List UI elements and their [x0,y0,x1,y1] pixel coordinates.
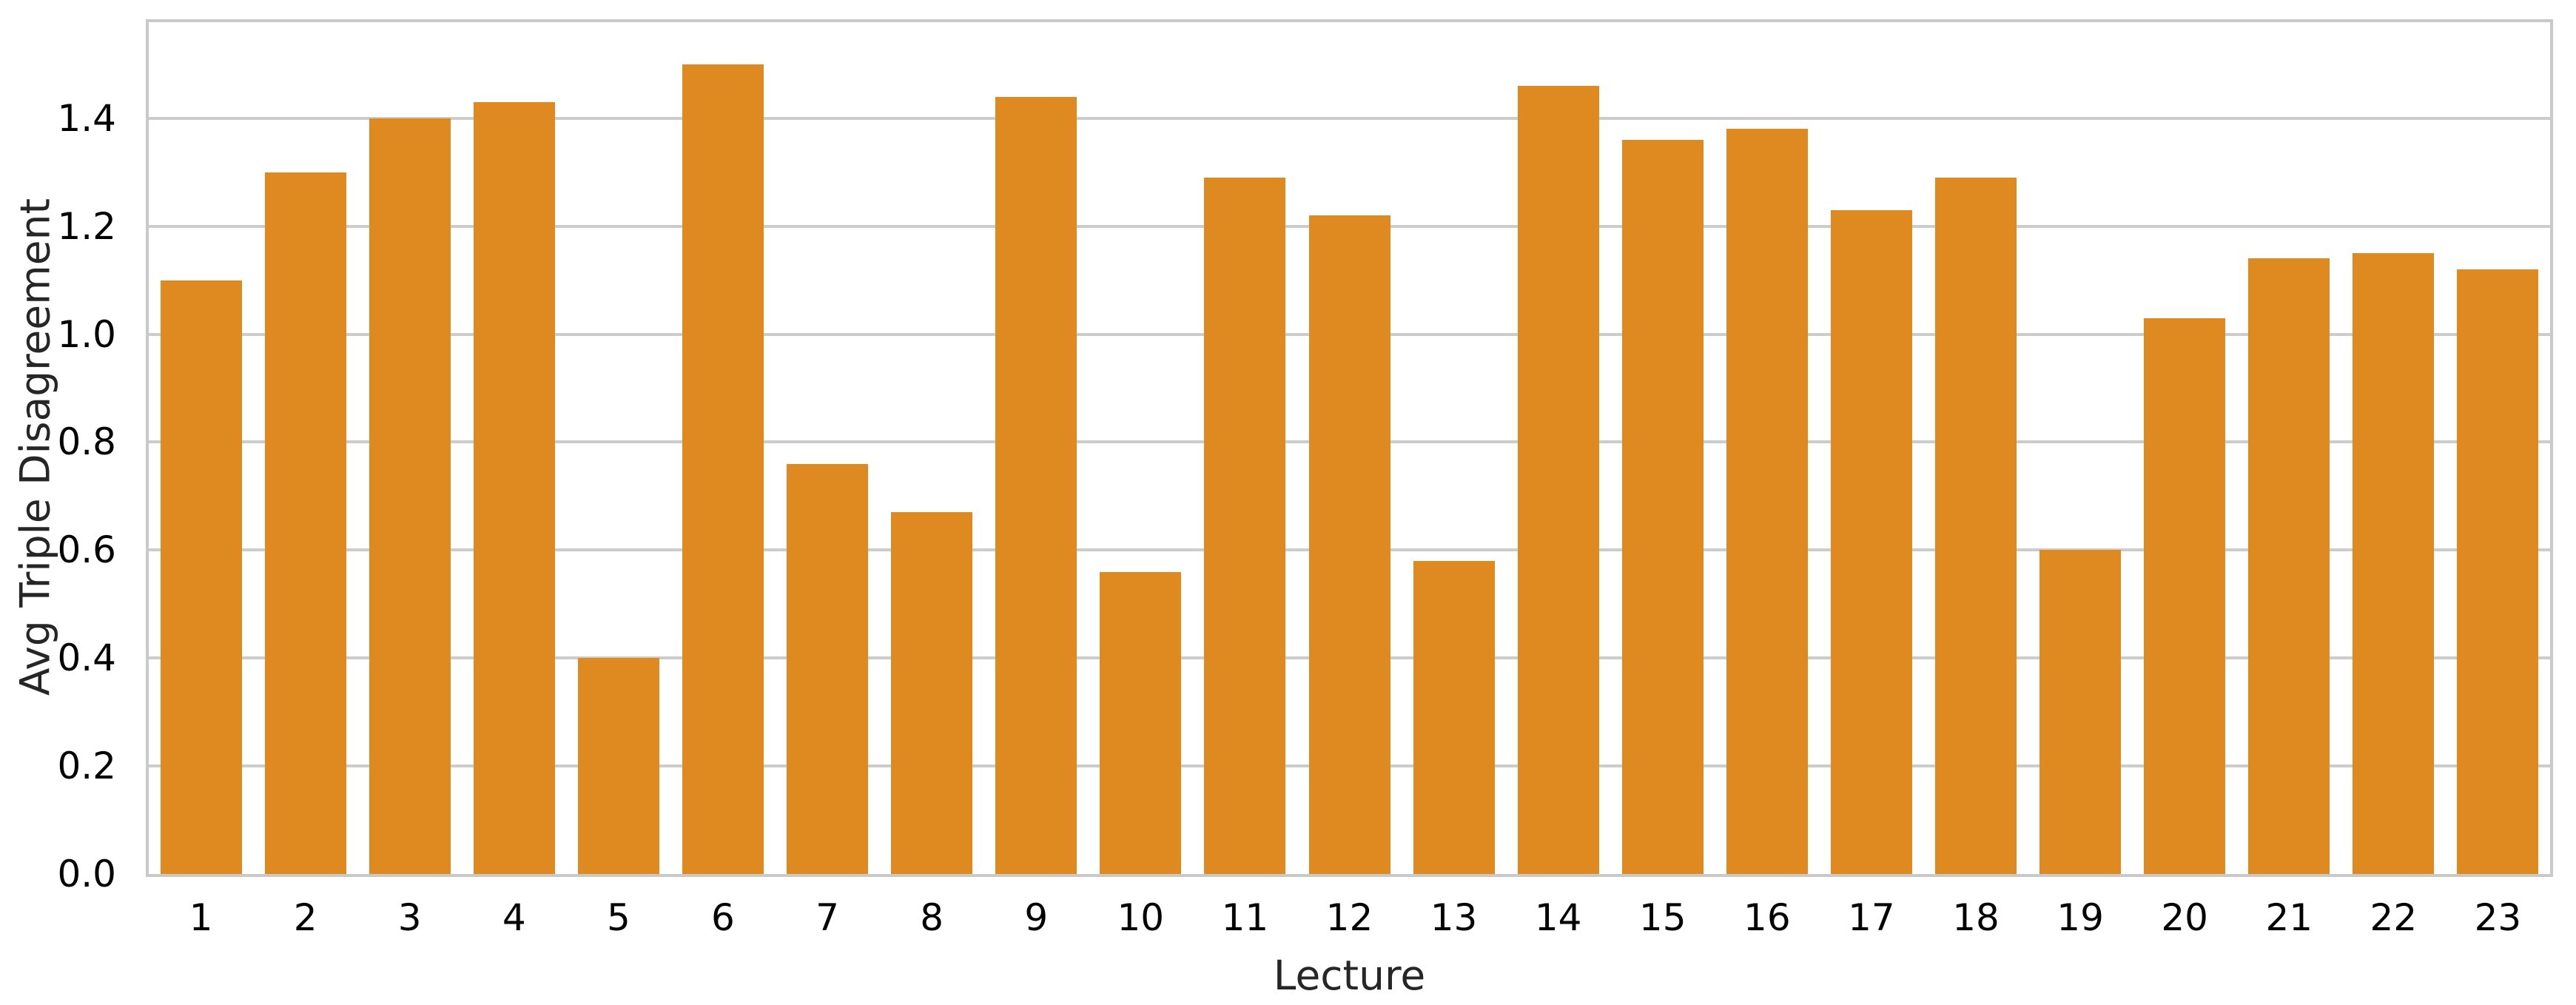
bar-lecture-15 [1621,140,1704,874]
x-axis-title: Lecture [1273,952,1426,999]
bar-lecture-11 [1204,178,1286,874]
x-tick-label-17: 17 [1848,896,1895,939]
x-tick-label-2: 2 [293,896,317,939]
bar-lecture-18 [1935,178,2017,874]
x-tick-label-9: 9 [1024,896,1049,939]
x-tick-label-5: 5 [606,896,630,939]
bar-lecture-19 [2039,550,2122,874]
bar-lecture-23 [2457,269,2539,874]
bar-lecture-4 [473,101,555,874]
x-tick-label-23: 23 [2474,896,2522,939]
y-tick-label-0.8: 0.8 [57,420,116,464]
y-tick-label-0.0: 0.0 [57,853,116,895]
x-tick-label-8: 8 [920,896,944,939]
bar-lecture-17 [1830,209,1912,874]
bar-lecture-10 [1100,571,1182,874]
y-tick-label-0.6: 0.6 [57,528,116,572]
x-tick-labels: 1 2 3 4 5 6 7 8 9 10 11 12 13 14 15 16 17 18 19 20 21 22 23 [149,899,2550,938]
bar-lecture-14 [1517,86,1599,874]
x-tick-label-1: 1 [189,896,213,939]
x-tick-label-12: 12 [1325,896,1373,939]
plot-area [146,19,2553,877]
bar-lecture-12 [1308,215,1390,874]
y-tick-label-0.2: 0.2 [57,744,116,788]
y-tick-label-1.2: 1.2 [57,204,116,248]
bar-lecture-7 [787,463,869,874]
x-tick-label-19: 19 [2057,896,2104,939]
bar-lecture-13 [1413,560,1495,874]
x-tick-label-10: 10 [1117,896,1165,939]
x-tick-label-20: 20 [2161,896,2208,939]
x-tick-label-7: 7 [815,896,839,939]
x-tick-label-21: 21 [2265,896,2313,939]
x-tick-label-6: 6 [711,896,735,939]
bar-lecture-1 [160,280,242,874]
plot-inner [149,22,2550,874]
bar-lecture-6 [682,64,764,874]
bar-lecture-3 [369,118,451,874]
x-tick-label-18: 18 [1952,896,2000,939]
bar-lecture-9 [995,96,1077,874]
bar-lecture-5 [577,658,659,874]
bar-lecture-22 [2353,253,2435,874]
x-tick-label-14: 14 [1534,896,1582,939]
x-tick-label-16: 16 [1743,896,1791,939]
y-tick-labels: 0.0 0.2 0.4 0.6 0.8 1.0 1.2 1.4 [0,22,116,893]
x-tick-label-22: 22 [2370,896,2418,939]
gridline-y-1.4 [149,116,2550,120]
bar-lecture-2 [264,172,346,874]
y-tick-label-0.4: 0.4 [57,636,116,680]
bar-lecture-8 [891,512,973,874]
x-tick-label-15: 15 [1638,896,1686,939]
y-tick-label-1.4: 1.4 [57,96,116,140]
x-tick-label-13: 13 [1430,896,1478,939]
x-tick-label-4: 4 [502,896,526,939]
bar-lecture-20 [2144,317,2226,874]
x-tick-label-3: 3 [397,896,422,939]
bar-lecture-21 [2248,258,2330,874]
x-tick-label-11: 11 [1221,896,1269,939]
y-tick-label-1.0: 1.0 [57,312,116,356]
bar-lecture-16 [1726,129,1808,874]
